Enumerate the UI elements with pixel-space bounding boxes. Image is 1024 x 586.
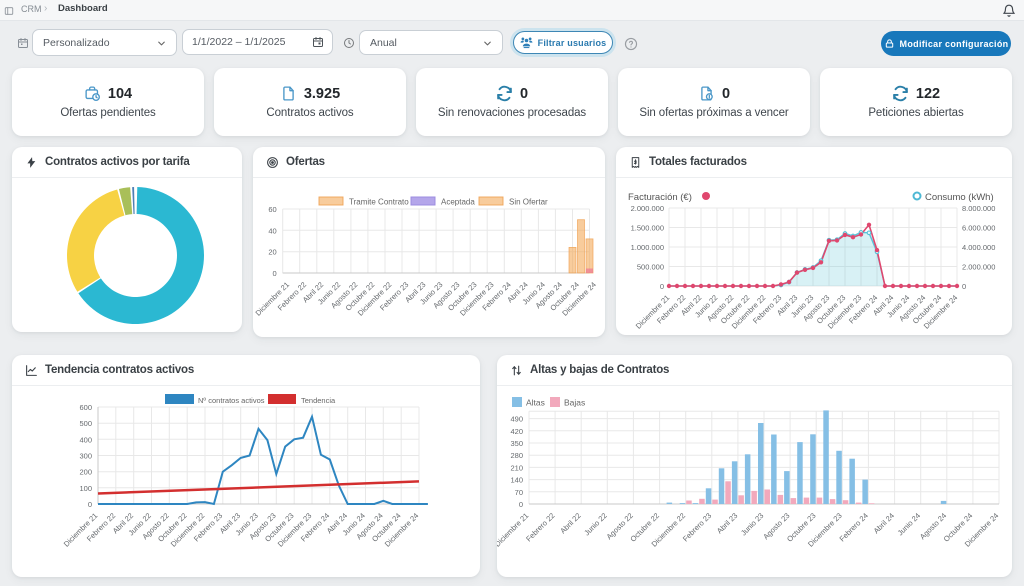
svg-text:4.000.000: 4.000.000 bbox=[962, 243, 995, 252]
svg-text:Abril 23: Abril 23 bbox=[715, 511, 739, 535]
svg-text:0: 0 bbox=[660, 282, 664, 291]
svg-text:0: 0 bbox=[88, 500, 92, 509]
svg-text:6.000.000: 6.000.000 bbox=[962, 224, 995, 233]
svg-text:8.000.000: 8.000.000 bbox=[962, 204, 995, 213]
svg-text:20: 20 bbox=[268, 248, 276, 257]
svg-text:490: 490 bbox=[510, 415, 523, 424]
svg-text:Sin Ofertar: Sin Ofertar bbox=[509, 198, 548, 207]
svg-text:400: 400 bbox=[79, 435, 92, 444]
svg-text:1.000.000: 1.000.000 bbox=[631, 243, 664, 252]
svg-text:Nº contratos activos: Nº contratos activos bbox=[198, 396, 265, 405]
svg-text:Aceptada: Aceptada bbox=[441, 198, 475, 207]
svg-text:0: 0 bbox=[962, 282, 966, 291]
svg-text:70: 70 bbox=[515, 488, 523, 497]
svg-text:Tramite Contrato: Tramite Contrato bbox=[349, 198, 409, 207]
svg-text:350: 350 bbox=[510, 439, 523, 448]
svg-text:40: 40 bbox=[268, 226, 276, 235]
svg-text:600: 600 bbox=[79, 403, 92, 412]
svg-text:2.000.000: 2.000.000 bbox=[962, 263, 995, 272]
svg-text:500: 500 bbox=[79, 419, 92, 428]
svg-text:1.500.000: 1.500.000 bbox=[631, 224, 664, 233]
svg-text:Febrero 22: Febrero 22 bbox=[524, 511, 556, 543]
svg-text:Consumo (kWh): Consumo (kWh) bbox=[925, 192, 994, 203]
svg-text:420: 420 bbox=[510, 427, 523, 436]
svg-text:Altas: Altas bbox=[526, 398, 545, 408]
svg-text:500.000: 500.000 bbox=[637, 263, 664, 272]
svg-text:0: 0 bbox=[273, 269, 277, 278]
svg-text:Bajas: Bajas bbox=[564, 398, 585, 408]
svg-text:Febrero 24: Febrero 24 bbox=[838, 511, 870, 543]
svg-text:0: 0 bbox=[519, 500, 523, 509]
svg-text:100: 100 bbox=[79, 484, 92, 493]
svg-text:200: 200 bbox=[79, 468, 92, 477]
svg-text:Tendencia: Tendencia bbox=[301, 396, 336, 405]
svg-text:Facturación (€): Facturación (€) bbox=[628, 192, 692, 203]
svg-text:280: 280 bbox=[510, 451, 523, 460]
svg-text:Abril 22: Abril 22 bbox=[558, 511, 582, 535]
svg-text:Diciembre 21: Diciembre 21 bbox=[497, 511, 530, 549]
svg-text:60: 60 bbox=[268, 205, 276, 214]
svg-text:300: 300 bbox=[79, 452, 92, 461]
svg-text:210: 210 bbox=[510, 463, 523, 472]
svg-text:Febrero 23: Febrero 23 bbox=[681, 511, 713, 543]
svg-text:140: 140 bbox=[510, 476, 523, 485]
svg-text:2.000.000: 2.000.000 bbox=[631, 204, 664, 213]
svg-text:Abril 24: Abril 24 bbox=[872, 511, 896, 535]
